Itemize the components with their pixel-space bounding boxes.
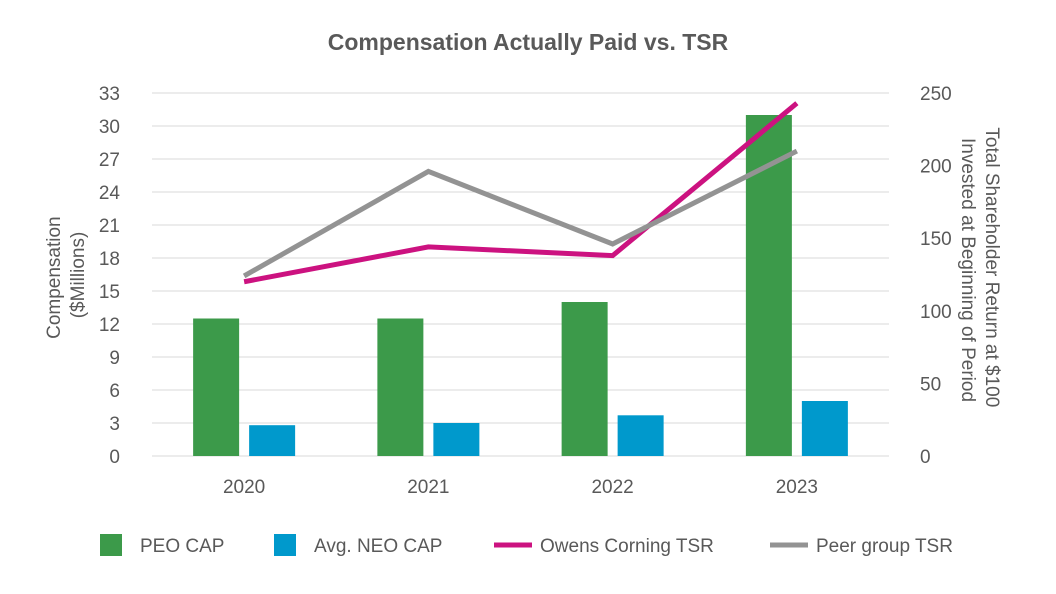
left-tick-label: 12 — [99, 315, 120, 336]
left-tick-label: 9 — [109, 348, 120, 369]
x-tick-label: 2020 — [223, 477, 265, 498]
left-tick-label: 21 — [99, 216, 120, 237]
right-axis-title-line-2: Invested at Beginning of Period — [957, 138, 978, 402]
right-tick-label: 0 — [920, 447, 931, 468]
legend-swatch-peo-cap — [100, 534, 122, 556]
legend: PEO CAP Avg. NEO CAP Owens Corning TSR Peer… — [100, 534, 953, 557]
bar-avg-neo-cap — [433, 423, 480, 456]
legend-label-owens-corning-tsr: Owens Corning TSR — [540, 536, 714, 557]
chart-title: Compensation Actually Paid vs. TSR — [328, 29, 729, 55]
bar-series — [193, 115, 848, 456]
right-tick-label: 200 — [920, 157, 952, 178]
left-tick-label: 15 — [99, 282, 120, 303]
right-tick-label: 100 — [920, 302, 952, 323]
right-tick-label: 250 — [920, 84, 952, 105]
bar-avg-neo-cap — [801, 401, 848, 456]
left-tick-label: 30 — [99, 117, 120, 138]
bar-avg-neo-cap — [617, 415, 664, 456]
right-axis-title-line-1: Total Shareholder Return at $100 — [981, 127, 1002, 407]
bar-peo-cap — [561, 302, 608, 456]
left-tick-label: 18 — [99, 249, 120, 270]
legend-label-peo-cap: PEO CAP — [140, 536, 224, 557]
line-peer-group-tsr — [242, 148, 799, 279]
left-axis-title-line-1: Compensation — [44, 216, 65, 339]
left-axis-title: Compensation ($Millions) — [44, 211, 89, 339]
left-tick-label: 0 — [109, 447, 120, 468]
right-axis-ticks: 0 50 100 150 200 250 — [920, 84, 952, 468]
x-axis-ticks: 2020 2021 2022 2023 — [223, 477, 818, 498]
x-tick-label: 2021 — [407, 477, 449, 498]
line-owens-corning-tsr — [243, 101, 799, 285]
bar-peo-cap — [377, 318, 424, 456]
legend-label-peer-group-tsr: Peer group TSR — [816, 536, 953, 557]
left-tick-label: 27 — [99, 150, 120, 171]
left-axis-title-line-2: ($Millions) — [68, 232, 89, 319]
left-tick-label: 3 — [109, 414, 120, 435]
right-tick-label: 150 — [920, 229, 952, 250]
bar-avg-neo-cap — [249, 425, 296, 456]
left-tick-label: 24 — [99, 183, 121, 204]
legend-label-avg-neo-cap: Avg. NEO CAP — [314, 536, 442, 557]
x-tick-label: 2023 — [776, 477, 818, 498]
left-tick-label: 33 — [99, 84, 120, 105]
bar-peo-cap — [193, 318, 240, 456]
right-tick-label: 50 — [920, 374, 941, 395]
line-series — [242, 101, 799, 285]
legend-swatch-avg-neo-cap — [274, 534, 296, 556]
left-tick-label: 6 — [109, 381, 120, 402]
x-tick-label: 2022 — [591, 477, 633, 498]
left-axis-ticks: 0 3 6 9 12 15 18 21 24 27 30 33 — [99, 84, 121, 468]
right-axis-title: Total Shareholder Return at $100 Investe… — [957, 127, 1002, 412]
